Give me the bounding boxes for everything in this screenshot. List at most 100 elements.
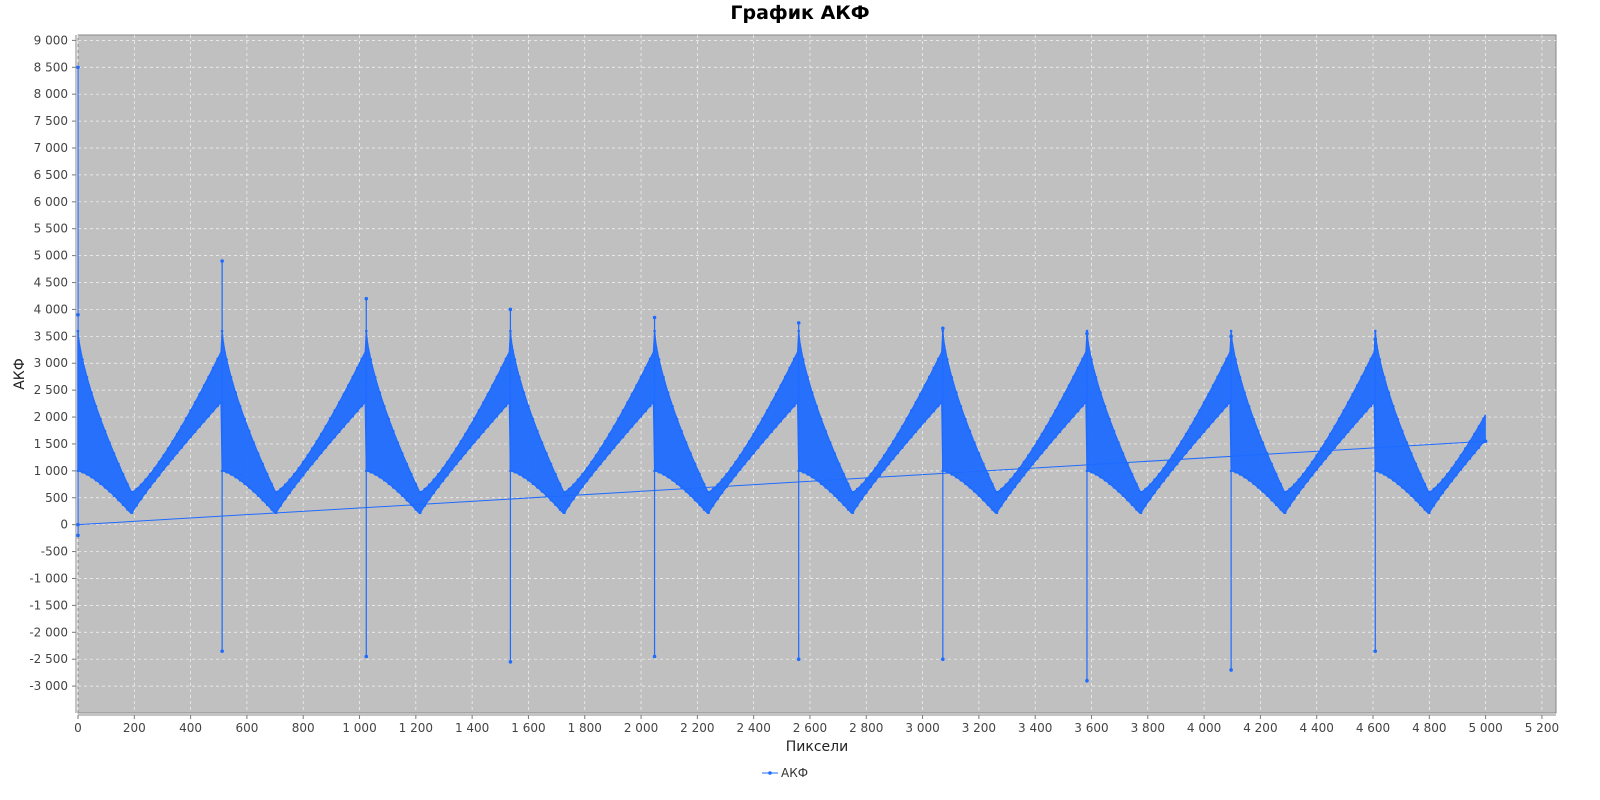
series-akf-point xyxy=(1036,440,1039,443)
series-akf-point xyxy=(459,457,463,460)
series-akf-point xyxy=(1090,470,1093,474)
series-akf-point xyxy=(121,472,125,476)
series-akf-point xyxy=(729,467,733,470)
series-akf-point xyxy=(1410,494,1413,497)
series-akf-point xyxy=(599,447,602,450)
series-akf-point xyxy=(405,462,409,466)
series-akf-point xyxy=(1211,384,1215,387)
series-akf-point xyxy=(702,482,706,486)
series-akf-point xyxy=(202,384,206,387)
series-akf-point xyxy=(774,392,778,396)
series-akf-point xyxy=(928,375,931,379)
series-akf-point xyxy=(1108,482,1111,486)
series-akf-point xyxy=(774,425,778,428)
series-akf-point xyxy=(928,414,931,418)
series-akf-point xyxy=(612,425,616,428)
series-akf-point xyxy=(1468,457,1472,460)
series-akf-point xyxy=(1310,460,1314,464)
series-akf-point xyxy=(698,472,701,476)
series-akf-point xyxy=(720,478,724,482)
series-akf-spike-top xyxy=(1085,331,1089,336)
series-akf-point xyxy=(860,483,864,487)
series-akf-point xyxy=(1383,473,1386,476)
x-tick-label: 3 400 xyxy=(1018,721,1052,735)
series-akf-point xyxy=(887,462,891,466)
series-akf-point xyxy=(977,452,981,455)
series-akf-point xyxy=(1076,409,1080,413)
series-akf-point xyxy=(1288,504,1291,507)
series-akf-point xyxy=(518,376,521,379)
series-akf-point xyxy=(1410,452,1413,455)
series-akf-point xyxy=(1184,432,1188,436)
series-akf-point xyxy=(720,491,724,495)
series-akf-point xyxy=(477,409,481,412)
series-akf-spike-top xyxy=(508,307,513,312)
x-tick-label: 3 600 xyxy=(1074,721,1108,735)
series-akf-point xyxy=(806,473,809,476)
series-akf-spike-top xyxy=(1229,334,1233,339)
series-akf-point xyxy=(261,498,265,502)
y-tick-label: 3 000 xyxy=(34,356,68,370)
series-akf-point xyxy=(247,429,251,433)
series-akf-point xyxy=(1112,486,1116,489)
series-akf-point xyxy=(1045,425,1048,428)
series-akf-point xyxy=(85,376,89,379)
series-akf-point xyxy=(689,494,692,497)
series-akf-point xyxy=(725,472,728,476)
series-akf-point xyxy=(666,475,670,479)
series-akf-point xyxy=(1441,478,1445,482)
series-akf-point xyxy=(603,457,607,460)
series-akf-spike-bottom xyxy=(1373,649,1378,653)
series-akf-point xyxy=(1099,475,1102,479)
series-akf-point xyxy=(959,478,963,482)
series-akf-point xyxy=(153,467,156,470)
chart-title: График АКФ xyxy=(730,2,870,24)
series-akf-point xyxy=(964,417,967,421)
series-akf-point xyxy=(135,487,138,491)
series-akf-point xyxy=(783,414,787,418)
series-akf-point xyxy=(288,491,292,495)
y-tick-label: 8 000 xyxy=(34,87,68,101)
series-akf-spike-bottom xyxy=(796,657,801,661)
series-akf-point xyxy=(270,508,274,511)
x-tick-label: 800 xyxy=(292,721,315,735)
series-akf-point xyxy=(432,491,436,495)
series-akf-point xyxy=(189,435,192,439)
series-akf-point xyxy=(464,451,467,455)
x-tick-label: 2 200 xyxy=(680,721,714,735)
series-akf-point xyxy=(1306,479,1309,483)
series-akf-spike-bottom xyxy=(1229,668,1233,672)
series-akf-point xyxy=(319,432,323,436)
series-akf-point xyxy=(765,435,769,439)
series-akf-point xyxy=(869,485,873,489)
series-akf-point xyxy=(310,462,314,466)
series-akf-point xyxy=(1432,504,1436,507)
series-akf-point xyxy=(982,498,985,502)
series-akf-point xyxy=(1130,503,1134,507)
series-akf-point xyxy=(1378,470,1382,474)
series-akf-point xyxy=(1473,432,1476,436)
series-akf-point xyxy=(90,391,93,394)
series-akf-point xyxy=(734,473,737,477)
series-akf-point xyxy=(1004,497,1008,501)
series-akf-point xyxy=(788,409,791,413)
series-akf-point xyxy=(711,504,715,507)
series-akf-point xyxy=(1392,478,1395,482)
series-akf-point xyxy=(1198,409,1201,412)
series-akf-point xyxy=(1252,417,1255,421)
series-akf-point xyxy=(1031,447,1035,450)
x-tick-label: 200 xyxy=(123,721,146,735)
series-akf-point xyxy=(1225,357,1228,361)
series-akf-point xyxy=(1216,375,1219,379)
series-akf-point xyxy=(1315,468,1318,471)
series-akf-point xyxy=(815,405,818,408)
y-axis-ticks: 9 000 8 500 8 000 7 500 7 000 6 500 6 000 5 500… xyxy=(29,33,76,693)
series-akf-point xyxy=(117,462,120,466)
series-akf-point xyxy=(594,454,598,457)
series-akf-point xyxy=(905,417,909,420)
series-akf-point xyxy=(428,497,431,501)
series-akf-point xyxy=(1184,451,1188,455)
series-akf-point xyxy=(819,482,823,486)
series-akf-point xyxy=(1067,384,1071,387)
x-tick-label: 4 200 xyxy=(1243,721,1277,735)
